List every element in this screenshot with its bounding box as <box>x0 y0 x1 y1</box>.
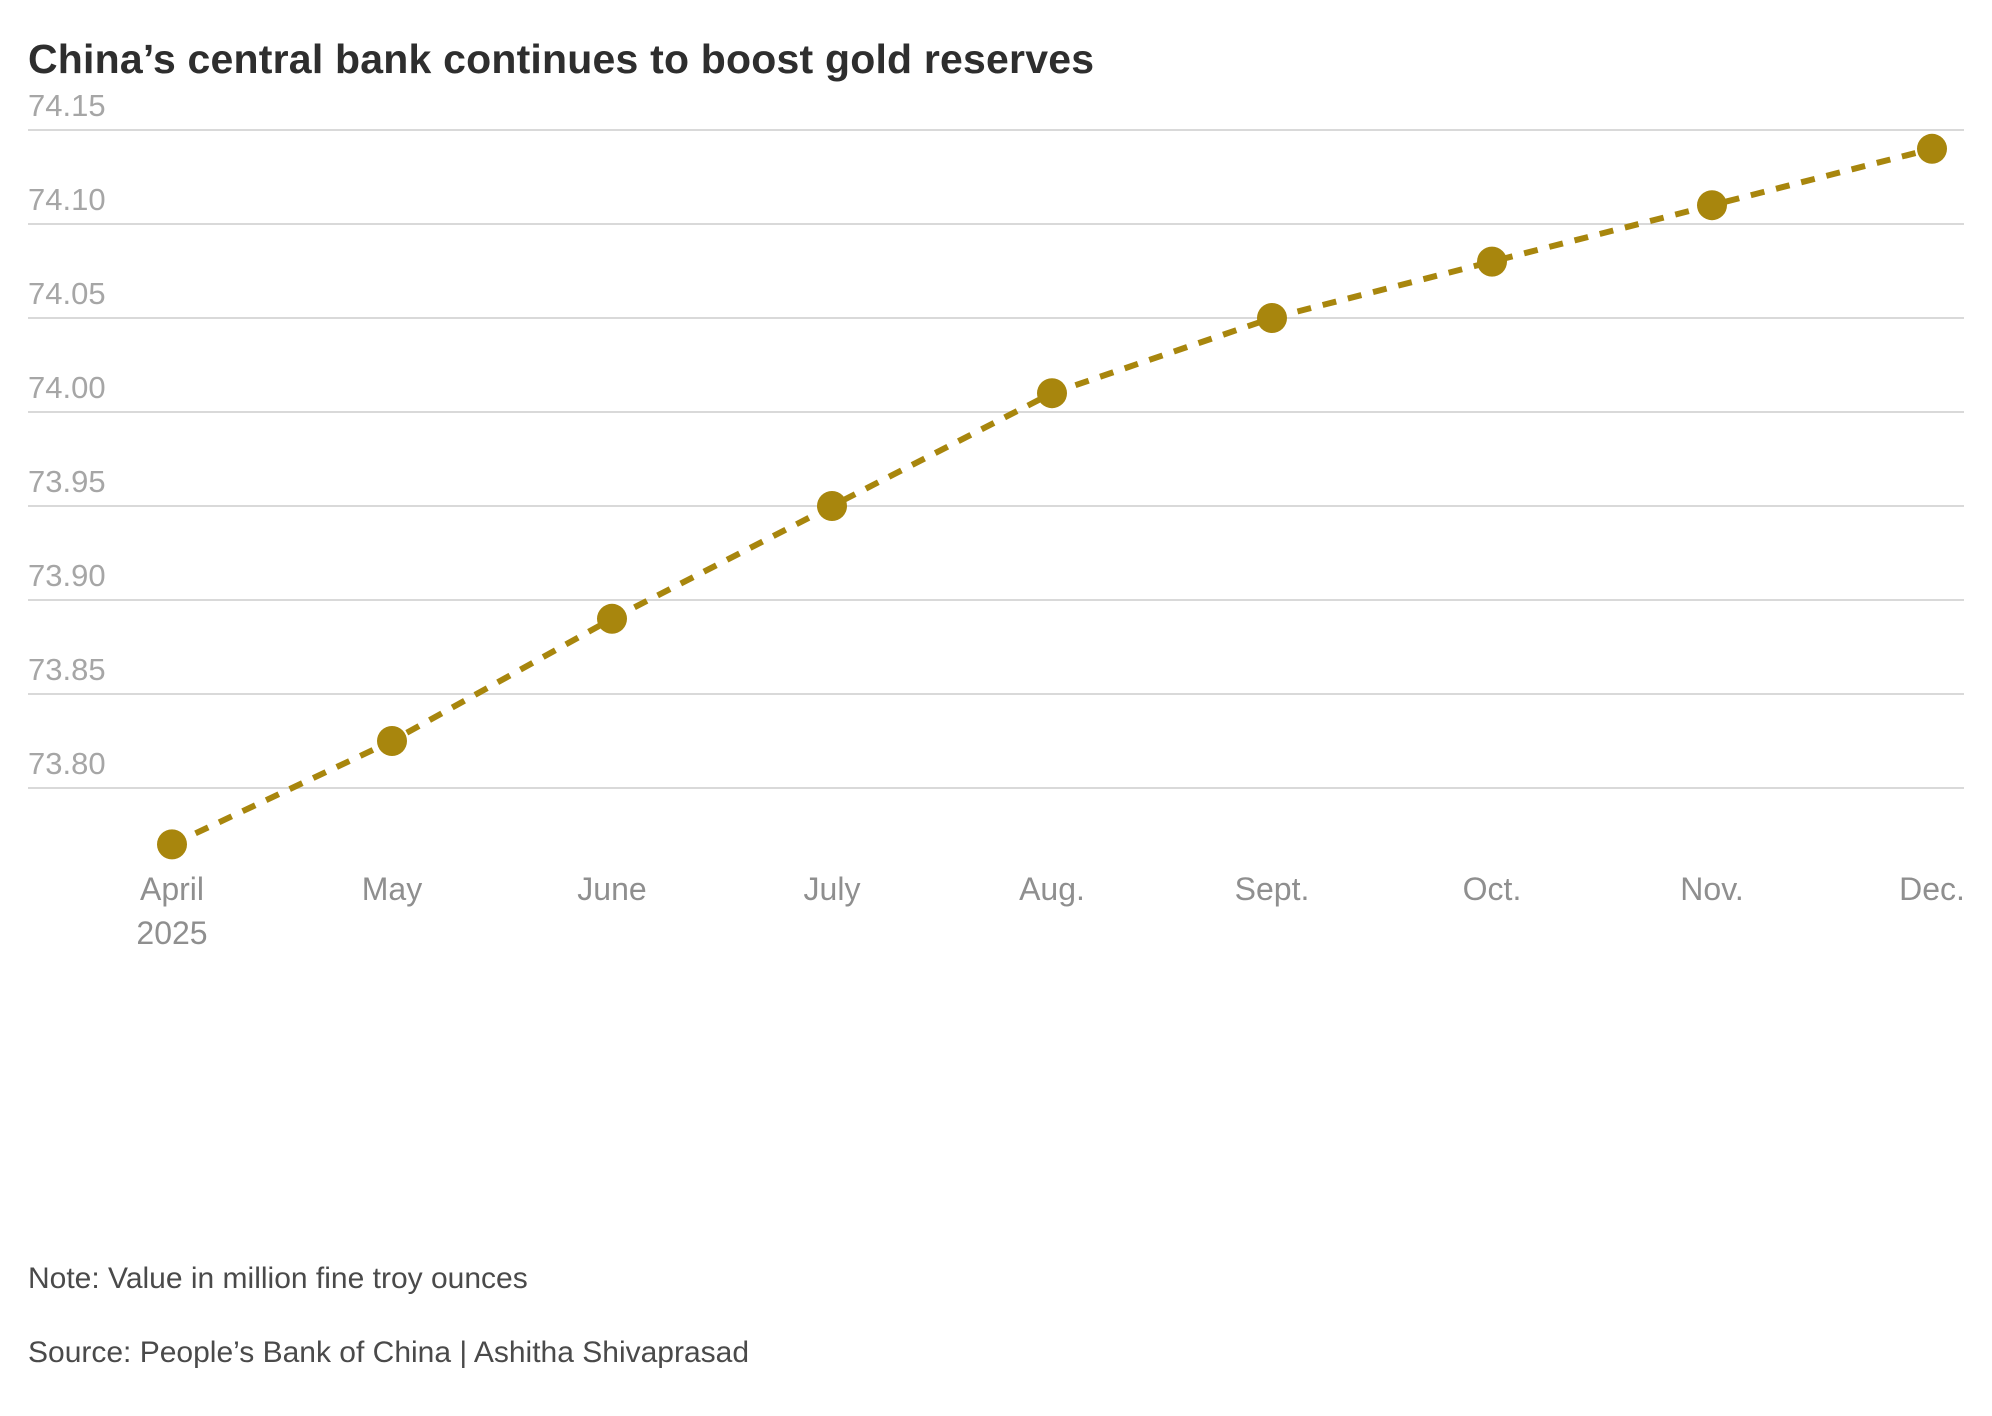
chart-source: Source: People’s Bank of China | Ashitha… <box>28 1336 750 1369</box>
x-tick-label: Sept. <box>1235 871 1310 907</box>
data-point <box>1697 190 1727 221</box>
y-tick-label: 74.15 <box>28 88 106 123</box>
y-tick-label: 73.85 <box>28 652 106 687</box>
trend-line <box>170 145 1933 848</box>
x-tick-label: June <box>577 871 646 907</box>
chart-title: China’s central bank continues to boost … <box>28 36 1095 82</box>
y-tick-label: 74.10 <box>28 182 106 217</box>
x-tick-sublabel: 2025 <box>136 915 207 951</box>
data-point <box>377 726 407 756</box>
x-tick-label: July <box>804 871 861 907</box>
y-tick-label: 73.95 <box>28 464 106 499</box>
chart-note: Note: Value in million fine troy ounces <box>28 1262 528 1295</box>
y-tick-label: 73.80 <box>28 746 106 781</box>
x-tick-label: May <box>362 871 422 907</box>
data-point <box>597 603 627 634</box>
x-tick-label: Nov. <box>1680 871 1743 907</box>
gold-reserves-line-chart: 74.15 74.10 74.05 74.00 73.95 73.90 73.85 73.80… <box>28 88 1965 951</box>
data-point <box>157 829 187 860</box>
data-point <box>817 491 847 521</box>
y-tick-label: 74.05 <box>28 276 106 311</box>
data-point <box>1917 133 1947 164</box>
y-tick-label: 74.00 <box>28 370 106 405</box>
x-tick-label: Aug. <box>1019 871 1085 907</box>
data-point <box>1477 246 1507 277</box>
data-point <box>1037 378 1067 409</box>
x-tick-label: Dec. <box>1899 871 1965 907</box>
data-point <box>1257 303 1287 333</box>
x-tick-label: April <box>140 871 204 907</box>
x-tick-label: Oct. <box>1463 871 1522 907</box>
y-tick-label: 73.90 <box>28 558 106 593</box>
